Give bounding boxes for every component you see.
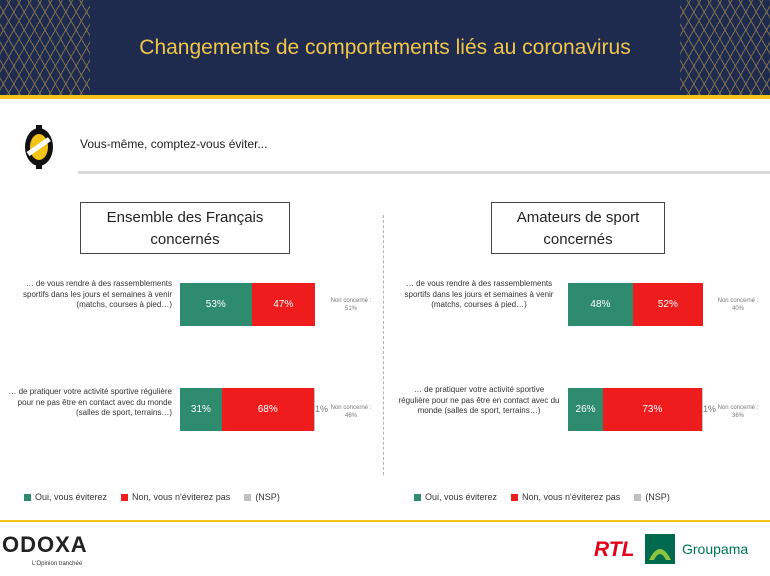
legend-label-non: Non, vous n'éviterez pas <box>522 492 621 502</box>
groupama-icon <box>645 534 675 564</box>
question-text: Vous-même, comptez-vous éviter... <box>80 137 268 151</box>
nsp-label-ensemble-activite: 1% <box>315 404 329 414</box>
legend-label-non: Non, vous n'éviterez pas <box>132 492 231 502</box>
panel-title-amateurs: Amateurs de sport concernés <box>491 202 665 254</box>
footer-rule <box>0 520 770 522</box>
bar-ensemble-activite: 31% 68% <box>180 388 315 431</box>
bar-amateurs-activite: 26% 73% <box>568 388 703 431</box>
legend-swatch-oui <box>24 493 31 501</box>
header-underline <box>0 95 770 99</box>
legend-swatch-oui <box>414 493 421 501</box>
legend-right: Oui, vous éviterez Non, vous n'éviterez … <box>414 492 670 502</box>
page-title: Changements de comportements liés au cor… <box>139 36 631 59</box>
bar-segment-non: 52% <box>632 283 703 326</box>
legend-swatch-non <box>511 493 519 501</box>
bar-segment-non: 73% <box>603 388 702 431</box>
item-label-rassemblements: … de vous rendre à des rassemblements sp… <box>404 279 554 309</box>
non-concerne-note: Non concerné : 46% <box>330 405 372 419</box>
nsp-label-amateurs-activite: 1% <box>703 404 717 414</box>
groupama-logo: Groupama <box>682 541 749 557</box>
legend-item-nsp: (NSP) <box>244 492 280 502</box>
item-label-activite: … de pratiquer votre activité sportive r… <box>398 385 560 415</box>
legend-item-oui: Oui, vous éviterez <box>24 492 107 502</box>
bar-segment-nsp <box>313 388 315 431</box>
legend-swatch-non <box>121 493 129 501</box>
header-pattern-right <box>680 0 770 95</box>
bar-segment-oui: 53% <box>180 283 252 326</box>
question-rule <box>78 171 770 174</box>
legend-left: Oui, vous éviterez Non, vous n'éviterez … <box>24 492 280 502</box>
legend-item-non: Non, vous n'éviterez pas <box>511 492 620 502</box>
bar-segment-nsp <box>701 388 703 431</box>
rtl-logo: RTL <box>594 538 635 561</box>
legend-swatch-nsp <box>244 493 252 501</box>
bar-amateurs-rassemblements: 48% 52% <box>568 283 703 326</box>
bar-segment-oui: 31% <box>180 388 222 431</box>
header-pattern-left <box>0 0 90 95</box>
non-concerne-note: Non concerné : 40% <box>717 298 759 312</box>
bar-segment-oui: 48% <box>568 283 633 326</box>
odoxa-logo: ODOXA <box>2 532 88 557</box>
legend-label-nsp: (NSP) <box>645 492 670 502</box>
odoxa-tagline: L'Opinion tranchée <box>32 561 83 567</box>
non-concerne-note: Non concerné : 51% <box>330 298 372 312</box>
question-icon <box>25 125 53 169</box>
legend-swatch-nsp <box>634 493 642 501</box>
legend-item-non: Non, vous n'éviterez pas <box>121 492 230 502</box>
legend-item-oui: Oui, vous éviterez <box>414 492 497 502</box>
header-banner: Changements de comportements liés au cor… <box>0 0 770 95</box>
legend-label-oui: Oui, vous éviterez <box>425 492 498 502</box>
legend-label-nsp: (NSP) <box>255 492 280 502</box>
item-label-rassemblements: … de vous rendre à des rassemblements sp… <box>23 279 172 309</box>
non-concerne-note: Non concerné : 36% <box>717 405 759 419</box>
bar-segment-non: 47% <box>251 283 315 326</box>
panel-title-ensemble: Ensemble des Français concernés <box>80 202 290 254</box>
bar-segment-non: 68% <box>221 388 314 431</box>
bar-ensemble-rassemblements: 53% 47% <box>180 283 315 326</box>
bar-segment-oui: 26% <box>568 388 604 431</box>
legend-item-nsp: (NSP) <box>634 492 670 502</box>
panel-divider <box>383 215 384 475</box>
item-label-activite: … de pratiquer votre activité sportive r… <box>8 387 172 417</box>
legend-label-oui: Oui, vous éviterez <box>35 492 108 502</box>
